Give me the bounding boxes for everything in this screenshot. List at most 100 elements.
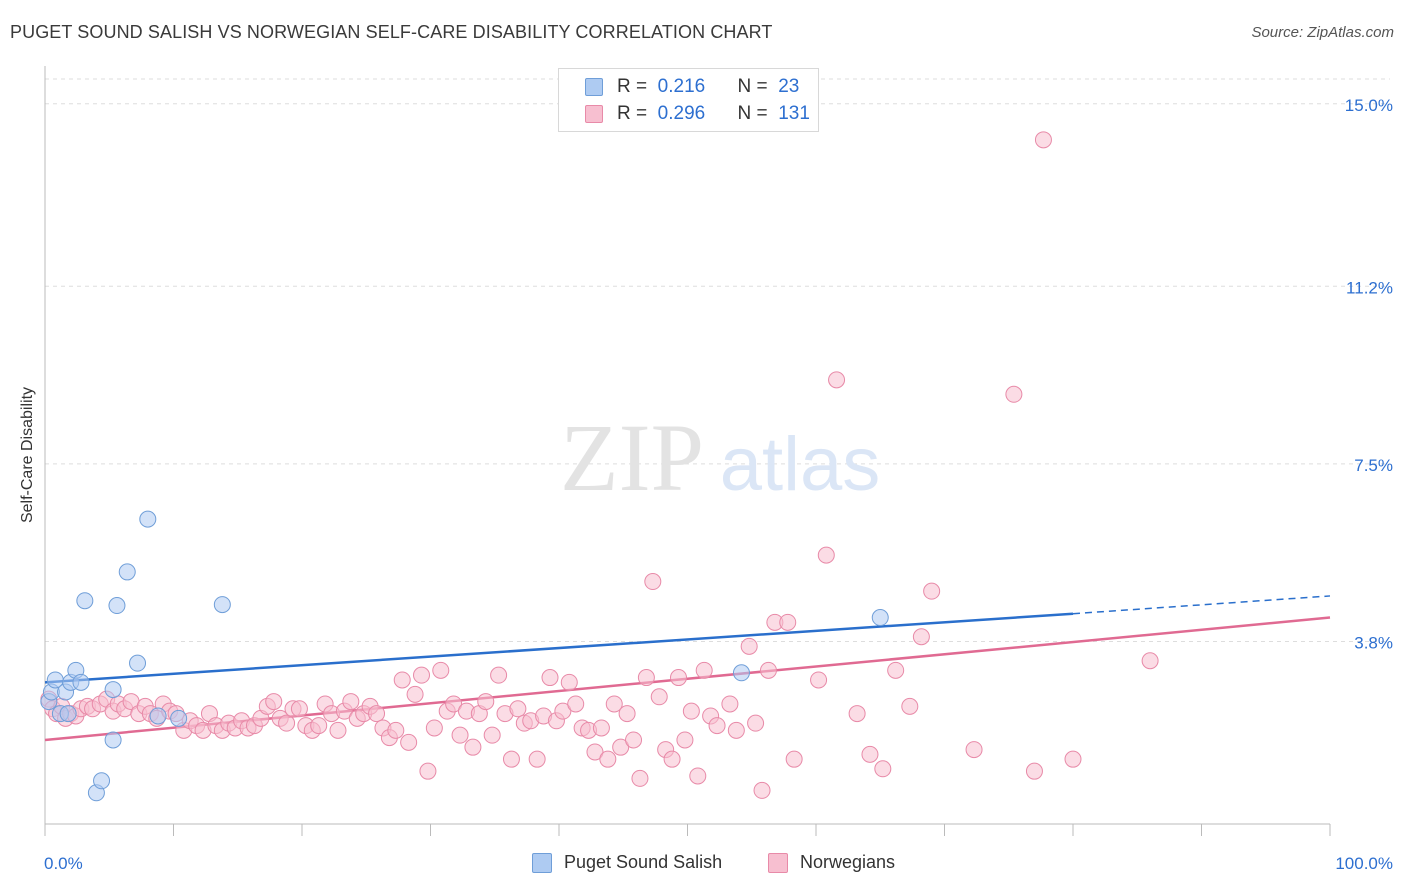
salish-point <box>149 707 167 725</box>
salish-legend-swatch <box>532 852 552 873</box>
bottom-legend-norwegians: Norwegians <box>768 852 895 873</box>
grid-lines <box>45 78 1390 643</box>
norwegians-point <box>464 738 482 756</box>
norwegians-point <box>779 613 797 631</box>
norwegians-point <box>612 738 630 756</box>
salish-point <box>104 681 122 699</box>
norwegians-point <box>727 721 745 739</box>
norwegians-point <box>965 741 983 759</box>
legend-r-value: 0.296 <box>657 103 706 124</box>
salish-point <box>93 772 111 790</box>
norwegians-point <box>483 726 501 744</box>
norwegians-point <box>650 688 668 706</box>
norwegians-point <box>637 669 655 687</box>
norwegians-point <box>528 750 546 768</box>
norwegians-point <box>419 762 437 780</box>
norwegians-point <box>406 685 424 703</box>
norwegians-point <box>310 717 328 735</box>
norwegians-point <box>560 673 578 691</box>
norwegians-point <box>605 695 623 713</box>
salish-point <box>129 654 147 672</box>
norwegians-point <box>541 669 559 687</box>
norwegians-point <box>567 695 585 713</box>
norwegians-point <box>759 661 777 679</box>
norwegians-point <box>432 661 450 679</box>
watermark: ZIP atlas <box>560 404 880 511</box>
norwegians-point <box>740 637 758 655</box>
legend-row-norwegians: R = 0.296 N = 131 <box>585 103 810 125</box>
norwegians-swatch <box>585 105 603 123</box>
x-tick-label: 100.0% <box>1335 854 1393 873</box>
norwegians-point <box>625 731 643 749</box>
source-label: Source: ZipAtlas.com <box>1251 24 1394 41</box>
norwegians-point <box>1034 131 1052 149</box>
stats-legend: R = 0.216 N = 23 R = 0.296 N = 131 <box>558 68 819 132</box>
salish-trend-line <box>44 612 1074 684</box>
norwegians-point <box>592 719 610 737</box>
norwegians-point <box>670 669 688 687</box>
norwegians-point <box>1025 762 1043 780</box>
norwegians-point <box>848 705 866 723</box>
salish-point <box>732 664 750 682</box>
salish-point <box>139 510 157 528</box>
norwegians-point <box>923 582 941 600</box>
norwegians-point <box>477 693 495 711</box>
norwegians-point <box>682 702 700 720</box>
norwegians-legend-swatch <box>768 852 788 873</box>
norwegians-point <box>618 705 636 723</box>
salish-point <box>871 609 889 627</box>
norwegians-point <box>554 702 572 720</box>
norwegians-point <box>817 546 835 564</box>
chart-title: PUGET SOUND SALISH VS NORWEGIAN SELF-CAR… <box>10 22 773 42</box>
norwegians-point <box>753 781 771 799</box>
legend-n-value: 131 <box>778 103 810 124</box>
norwegians-point <box>290 700 308 718</box>
norwegians-point <box>912 628 930 646</box>
legend-r-label: R = <box>617 103 648 124</box>
salish-point <box>170 709 188 727</box>
norwegians-point <box>368 705 386 723</box>
norwegians-point <box>387 721 405 739</box>
norwegians-point <box>676 731 694 749</box>
legend-r-value: 0.216 <box>657 76 706 97</box>
norwegians-point <box>810 671 828 689</box>
norwegians-point <box>586 743 604 761</box>
norwegians-point <box>509 700 527 718</box>
norwegians-point <box>599 750 617 768</box>
norwegians-point <box>663 750 681 768</box>
y-axis-label: Self-Care Disability <box>19 386 36 524</box>
salish-trend-extension <box>1072 595 1331 615</box>
salish-point <box>76 592 94 610</box>
norwegians-point <box>393 671 411 689</box>
tick-labels: 3.8% 7.5% 11.2% 15.0% 0.0% 100.0% <box>44 96 1393 873</box>
salish-point <box>104 731 122 749</box>
norwegians-point <box>425 719 443 737</box>
norwegians-point <box>874 760 892 778</box>
norwegians-point <box>644 573 662 591</box>
bottom-legend-label: Norwegians <box>800 852 896 872</box>
norwegians-point <box>861 745 879 763</box>
norwegians-point <box>329 721 347 739</box>
norwegians-point <box>828 371 846 389</box>
legend-n-label: N = <box>737 76 768 97</box>
legend-r-label: R = <box>617 76 648 97</box>
y-tick-label: 3.8% <box>1354 634 1393 653</box>
salish-point <box>59 705 77 723</box>
norwegians-point <box>413 666 431 684</box>
salish-point <box>108 597 126 615</box>
y-tick-label: 11.2% <box>1346 278 1393 297</box>
bottom-legend-salish: Puget Sound Salish <box>532 852 722 873</box>
norwegians-point <box>689 767 707 785</box>
norwegians-point <box>502 750 520 768</box>
norwegians-point <box>887 661 905 679</box>
norwegians-point <box>708 717 726 735</box>
x-tick-label: 0.0% <box>44 854 83 873</box>
y-tick-label: 7.5% <box>1354 456 1393 475</box>
salish-point <box>72 673 90 691</box>
salish-point <box>213 596 231 614</box>
legend-n-value: 23 <box>778 76 800 97</box>
norwegians-point <box>400 733 418 751</box>
salish-point <box>118 563 136 581</box>
norwegians-point <box>785 750 803 768</box>
